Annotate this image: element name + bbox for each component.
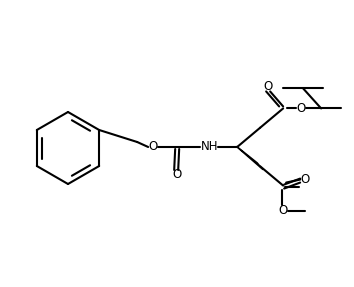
Text: O: O [301,173,310,186]
Text: NH: NH [200,141,218,154]
Polygon shape [236,146,263,170]
Text: O: O [149,141,158,154]
Text: O: O [172,168,182,181]
Text: O: O [297,102,306,115]
Text: O: O [263,80,273,93]
Text: O: O [279,204,288,217]
